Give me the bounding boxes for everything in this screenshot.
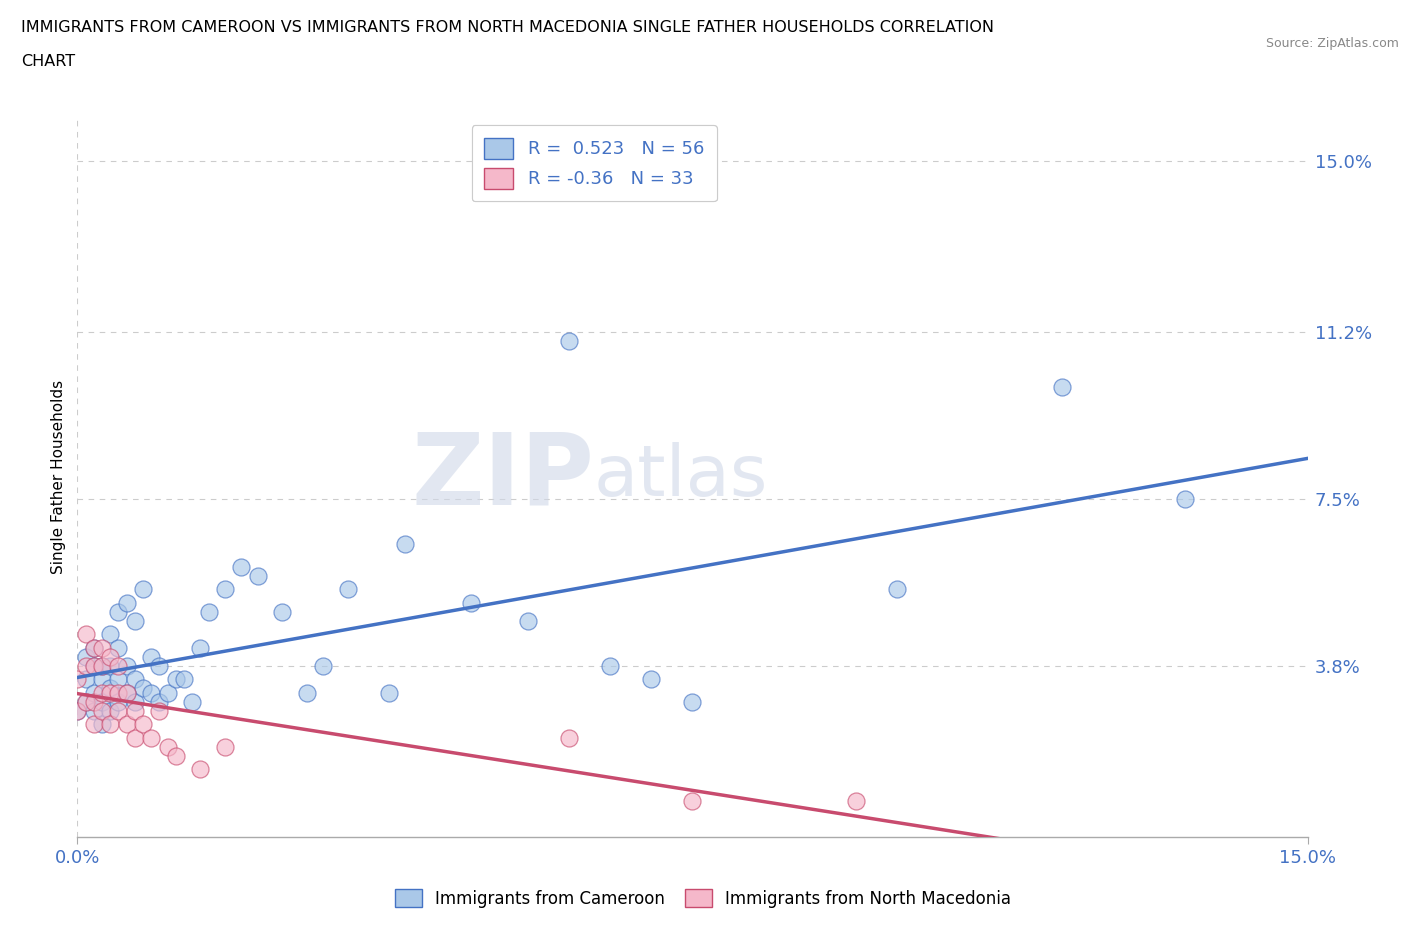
Point: [90, 641, 114, 656]
Legend: Immigrants from Cameroon, Immigrants from North Macedonia: Immigrants from Cameroon, Immigrants fro…: [388, 883, 1018, 914]
Point: [156, 739, 179, 754]
Point: [148, 703, 170, 718]
Point: [141, 730, 163, 745]
Point: [107, 641, 129, 656]
Point: [214, 739, 236, 754]
Point: [165, 749, 187, 764]
Point: [98, 717, 121, 732]
Point: [107, 685, 129, 700]
Point: [271, 604, 294, 619]
Point: [83, 641, 105, 656]
Point: [90, 671, 114, 686]
Point: [124, 614, 146, 629]
Point: [75, 695, 97, 710]
Legend: R =  0.523   N = 56, R = -0.36   N = 33: R = 0.523 N = 56, R = -0.36 N = 33: [471, 126, 717, 201]
Point: [181, 695, 204, 710]
Point: [460, 595, 482, 610]
Point: [83, 703, 105, 718]
Point: [1050, 379, 1073, 394]
Point: [107, 671, 129, 686]
Point: [107, 703, 129, 718]
Point: [845, 793, 868, 808]
Point: [682, 793, 704, 808]
Point: [107, 604, 129, 619]
Point: [115, 717, 138, 732]
Point: [132, 717, 155, 732]
Point: [83, 658, 105, 673]
Point: [141, 649, 163, 664]
Text: CHART: CHART: [21, 54, 75, 69]
Text: Source: ZipAtlas.com: Source: ZipAtlas.com: [1265, 37, 1399, 50]
Point: [66, 703, 89, 718]
Point: [75, 649, 97, 664]
Point: [378, 685, 401, 700]
Point: [66, 671, 89, 686]
Point: [98, 681, 121, 696]
Point: [66, 703, 89, 718]
Point: [295, 685, 318, 700]
Text: IMMIGRANTS FROM CAMEROON VS IMMIGRANTS FROM NORTH MACEDONIA SINGLE FATHER HOUSEH: IMMIGRANTS FROM CAMEROON VS IMMIGRANTS F…: [21, 20, 994, 35]
Point: [115, 685, 138, 700]
Point: [231, 559, 253, 574]
Point: [886, 582, 908, 597]
Point: [197, 604, 219, 619]
Point: [83, 685, 105, 700]
Point: [83, 641, 105, 656]
Point: [75, 671, 97, 686]
Point: [98, 627, 121, 642]
Point: [90, 658, 114, 673]
Point: [517, 614, 540, 629]
Point: [75, 695, 97, 710]
Point: [132, 681, 155, 696]
Point: [107, 658, 129, 673]
Point: [90, 685, 114, 700]
Point: [98, 649, 121, 664]
Point: [124, 695, 146, 710]
Point: [394, 537, 416, 551]
Point: [98, 703, 121, 718]
Point: [98, 658, 121, 673]
Point: [115, 658, 138, 673]
Point: [156, 685, 179, 700]
Point: [124, 703, 146, 718]
Point: [558, 334, 581, 349]
Point: [115, 595, 138, 610]
Point: [188, 641, 212, 656]
Point: [90, 717, 114, 732]
Point: [337, 582, 360, 597]
Point: [148, 658, 170, 673]
Point: [124, 730, 146, 745]
Point: [98, 685, 121, 700]
Point: [83, 717, 105, 732]
Point: [83, 695, 105, 710]
Point: [558, 730, 581, 745]
Point: [1174, 492, 1197, 507]
Point: [148, 695, 170, 710]
Point: [115, 685, 138, 700]
Point: [214, 582, 236, 597]
Point: [132, 582, 155, 597]
Text: ZIP: ZIP: [411, 428, 595, 525]
Point: [682, 695, 704, 710]
Point: [173, 671, 195, 686]
Point: [246, 568, 269, 583]
Point: [90, 703, 114, 718]
Point: [640, 671, 662, 686]
Point: [75, 658, 97, 673]
Point: [90, 658, 114, 673]
Text: atlas: atlas: [595, 442, 769, 512]
Point: [599, 658, 621, 673]
Point: [75, 627, 97, 642]
Point: [90, 695, 114, 710]
Point: [107, 695, 129, 710]
Y-axis label: Single Father Households: Single Father Households: [51, 379, 66, 574]
Point: [188, 762, 212, 777]
Point: [141, 685, 163, 700]
Point: [83, 658, 105, 673]
Point: [312, 658, 335, 673]
Point: [124, 671, 146, 686]
Point: [165, 671, 187, 686]
